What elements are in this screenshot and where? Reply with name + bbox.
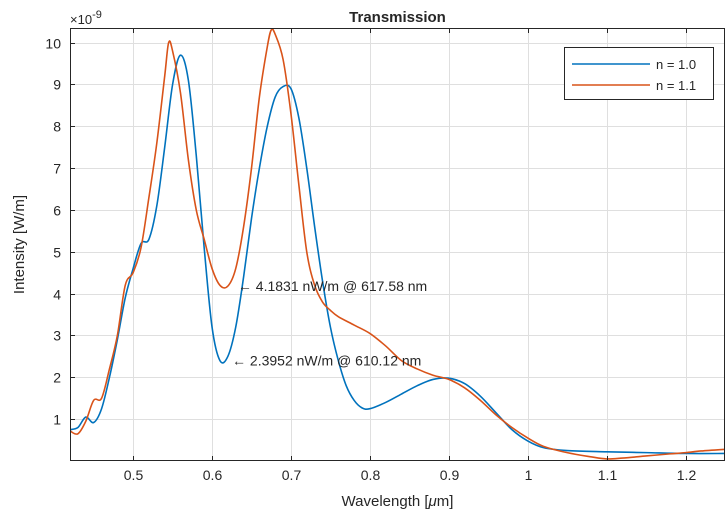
legend-label: n = 1.1 <box>656 78 696 93</box>
x-tick-label: 0.9 <box>440 467 460 483</box>
legend: n = 1.0 n = 1.1 <box>564 47 714 100</box>
x-tick-label: 1 <box>525 467 533 483</box>
legend-box <box>564 47 714 100</box>
series-line-2 <box>70 28 725 460</box>
series-lines <box>70 28 725 460</box>
x-tick-label: 1.1 <box>598 467 618 483</box>
x-tick-label: 0.5 <box>124 467 144 483</box>
y-exponent-base: ×10 <box>70 12 92 27</box>
y-tick-label: 6 <box>53 203 61 219</box>
x-tick-label: 0.6 <box>203 467 223 483</box>
y-exponent-power: -9 <box>92 9 102 21</box>
y-tick-label: 2 <box>53 370 61 386</box>
y-tick-label: 9 <box>53 77 61 93</box>
x-axis-label: Wavelength [μm] <box>342 493 454 510</box>
x-tick-label: 1.2 <box>677 467 697 483</box>
x-label-mu: μ <box>428 493 437 510</box>
x-label-prefix: Wavelength [ <box>342 493 430 510</box>
y-tick-label: 1 <box>53 412 61 428</box>
y-tick-label: 8 <box>53 119 61 135</box>
y-axis-label: Intensity [W/m] <box>11 195 28 294</box>
y-tick-label: 3 <box>53 328 61 344</box>
grid <box>70 28 725 461</box>
y-tick-label: 7 <box>53 161 61 177</box>
y-tick-label: 4 <box>53 287 61 303</box>
annotation-label: ← 2.3952 nW/m @ 610.12 nm <box>232 353 421 369</box>
x-tick-label: 0.8 <box>361 467 381 483</box>
x-tick-label: 0.7 <box>282 467 302 483</box>
plot-area <box>70 28 725 461</box>
axis-ticks: 0.5 0.6 0.7 0.8 0.9 1 1.1 1.2 1 2 3 4 5 6 7 8 9 10 <box>45 28 696 483</box>
chart-title: Transmission <box>349 9 446 26</box>
y-tick-label: 5 <box>53 245 61 261</box>
legend-label: n = 1.0 <box>656 57 696 72</box>
annotation-label: ← 4.1831 nW/m @ 617.58 nm <box>238 278 427 294</box>
y-tick-label: 10 <box>45 36 61 52</box>
x-label-suffix: m] <box>437 493 454 510</box>
annotations: ← 4.1831 nW/m @ 617.58 nm ← 2.3952 nW/m @… <box>232 278 427 368</box>
y-axis-exponent: ×10-9 <box>70 9 102 27</box>
